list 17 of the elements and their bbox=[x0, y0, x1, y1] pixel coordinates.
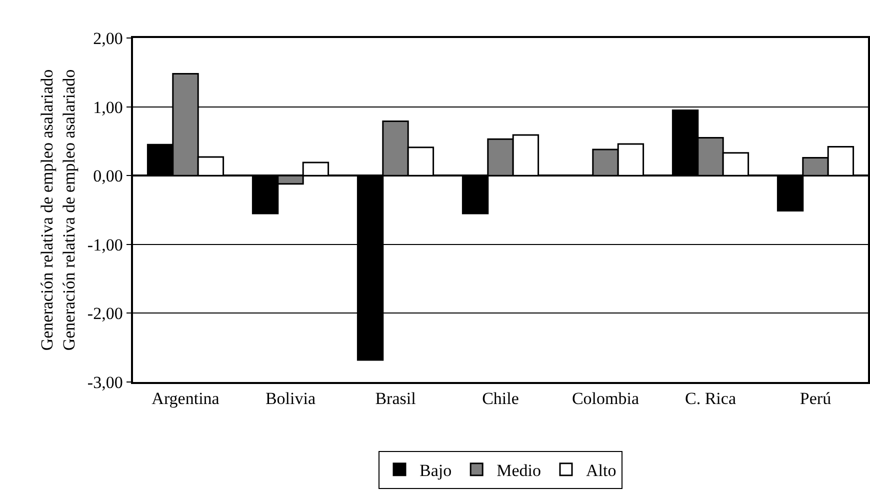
y-tick-label: -1,00 bbox=[87, 235, 123, 254]
legend-label: Medio bbox=[496, 460, 541, 480]
legend-label: Alto bbox=[586, 460, 616, 480]
y-tick-label: 1,00 bbox=[93, 98, 123, 117]
x-tick-label: C. Rica bbox=[685, 389, 736, 408]
y-axis-title: Generación relativa de empleo asalariado Generación relativa de empleo asalariado bbox=[37, 69, 78, 351]
x-tick-label: Bolivia bbox=[265, 389, 316, 408]
legend-label: Bajo bbox=[420, 460, 452, 480]
y-tick-label: 0,00 bbox=[93, 166, 123, 186]
y-tick-label: -2,00 bbox=[87, 304, 123, 324]
x-tick-label: Perú bbox=[800, 389, 832, 408]
x-tick-label: Argentina bbox=[152, 389, 220, 408]
y-tick-label: -3,00 bbox=[87, 372, 123, 392]
y-tick-label: 2,00 bbox=[93, 28, 123, 48]
x-tick-label: Colombia bbox=[572, 389, 640, 408]
x-tick-label: Chile bbox=[482, 389, 519, 408]
x-tick-label: Brasil bbox=[375, 389, 416, 408]
